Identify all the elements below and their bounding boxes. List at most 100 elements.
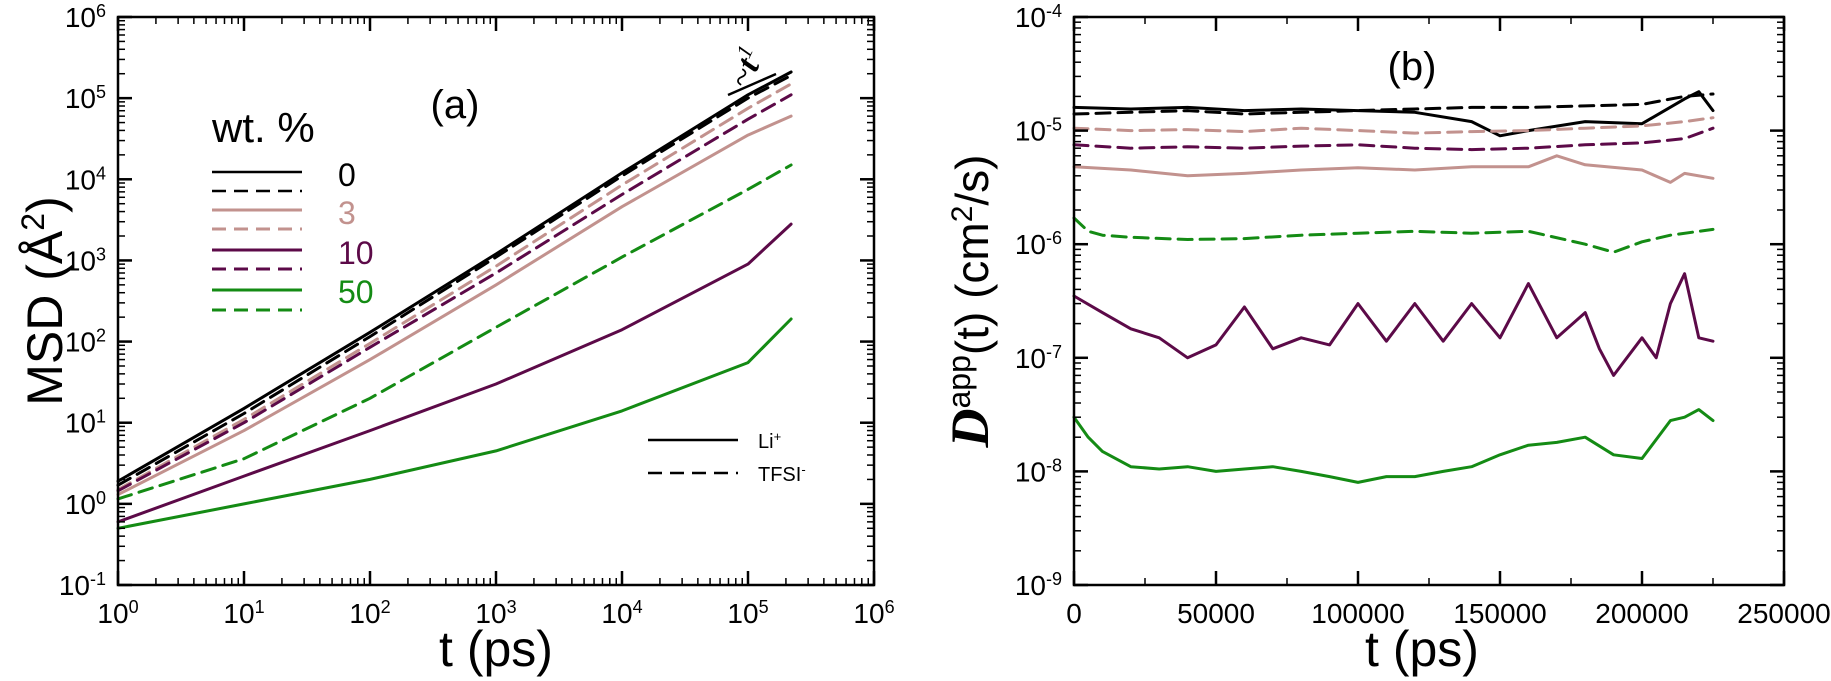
tick-exponent: 3 (96, 244, 106, 264)
tick-exponent: -1 (90, 569, 106, 589)
tick-exponent: 6 (885, 597, 895, 617)
species-legend-li-label: Li+ (758, 429, 781, 454)
panel-b-y-tick-label: 10-7 (1015, 342, 1062, 374)
tick-exponent: -8 (1046, 455, 1062, 475)
panel-a-series-0 (116, 70, 793, 483)
panel-a-y-tick-label: 100 (65, 488, 106, 520)
tick-exponent: 0 (96, 488, 106, 508)
panel-a-y-tick-label: 101 (65, 407, 106, 439)
tick-exponent: -4 (1046, 1, 1062, 21)
panel-b: 0 50000 100000 150000 200000 25000010-910-810… (940, 1, 1831, 677)
panel-b-y-tick-label: 10-9 (1015, 569, 1062, 601)
species-tfsi-charge: - (801, 462, 805, 477)
panel-a-x-tick-label: 101 (223, 597, 264, 629)
panel-a-y-label-close: ) (17, 196, 73, 213)
panel-a: 100 101 102 103 104 105 10610-1100101102103104… (15, 1, 895, 677)
panel-b-x-axis-label: t (ps) (1365, 621, 1479, 677)
panel-a-x-axis-label: t (ps) (439, 621, 553, 677)
tick-base: 10 (65, 245, 96, 276)
panel-b-y-label-rest: (t) (cm (946, 222, 998, 355)
panel-a-series-1 (116, 74, 793, 487)
panel-b-series-2 (1072, 154, 1715, 184)
species-tfsi-text: TFSI (758, 464, 801, 486)
tick-base: 10 (1015, 456, 1046, 487)
tick-base: 10 (1015, 570, 1046, 601)
panel-a-y-tick-label: 104 (65, 163, 106, 195)
panel-b-y-tick-label: 10-8 (1015, 455, 1062, 487)
species-li-charge: + (774, 429, 782, 444)
tick-base: 10 (853, 598, 884, 629)
panel-a-y-tick-label: 10-1 (59, 569, 106, 601)
panel-a-x-tick-label: 103 (475, 597, 516, 629)
tick-base: 10 (97, 598, 128, 629)
panel-b-y-tick-label: 10-6 (1015, 228, 1062, 260)
tick-base: 10 (65, 489, 96, 520)
panel-a-x-tick-label: 104 (601, 597, 642, 629)
legend-label-10: 10 (338, 235, 374, 271)
tick-base: 10 (1015, 116, 1046, 147)
tick-base: 10 (65, 83, 96, 114)
concentration-legend: wt. % 0 3 10 50 (211, 104, 374, 312)
panel-b-series-1 (1072, 92, 1715, 116)
panel-b-y-axis-label: Dapp(t) (cm2/s) (940, 154, 1000, 448)
panel-b-y-label-close: /s) (946, 154, 998, 205)
panel-b-series-group (1072, 90, 1715, 484)
panel-a-series-7 (116, 163, 793, 501)
species-li-text: Li (758, 431, 774, 453)
tick-base: 10 (59, 570, 90, 601)
species-legend: Li+ TFSI- (648, 429, 806, 487)
panel-b-y-label-symbol: D (940, 409, 1000, 449)
tick-exponent: 5 (759, 597, 769, 617)
tick-exponent: 6 (96, 1, 106, 21)
panel-b-x-tick-label: 100000 (1311, 598, 1404, 629)
tick-base: 10 (1015, 343, 1046, 374)
tick-exponent: 3 (507, 597, 517, 617)
tick-base: 10 (727, 598, 758, 629)
panel-b-series-6 (1072, 408, 1715, 484)
panel-a-series-2 (116, 114, 793, 497)
panel-a-label: (a) (431, 83, 480, 127)
panel-b-y-label-sup: app (941, 355, 977, 408)
tick-exponent: 0 (129, 597, 139, 617)
panel-b-x-tick-label: 150000 (1453, 598, 1546, 629)
tick-exponent: -5 (1046, 115, 1062, 135)
legend-label-3: 3 (338, 195, 356, 231)
panel-a-y-tick-label: 103 (65, 244, 106, 276)
tick-exponent: -9 (1046, 569, 1062, 589)
tick-exponent: 2 (381, 597, 391, 617)
panel-b-x-tick-label: 50000 (1177, 598, 1255, 629)
panel-a-x-tick-label: 102 (349, 597, 390, 629)
panel-b-series-5 (1072, 126, 1715, 152)
panel-a-x-tick-label: 105 (727, 597, 768, 629)
panel-a-x-tick-label: 100 (97, 597, 138, 629)
tick-base: 10 (65, 408, 96, 439)
tick-base: 10 (1015, 2, 1046, 33)
panel-a-x-tick-label: 106 (853, 597, 894, 629)
panel-b-series-3 (1072, 116, 1715, 135)
legend-label-50: 50 (338, 274, 374, 310)
panel-b-y-tick-label: 10-5 (1015, 115, 1062, 147)
panel-a-series-3 (116, 82, 793, 492)
panel-a-y-label-base: MSD ( (17, 264, 73, 406)
tick-base: 10 (65, 2, 96, 33)
panel-a-y-label-symbol: Å (17, 230, 73, 264)
panel-a-series-6 (116, 317, 793, 530)
panel-b-label: (b) (1388, 45, 1437, 89)
panel-b-series-0 (1072, 90, 1715, 138)
panel-a-y-tick-label: 102 (65, 326, 106, 358)
panel-b-y-tick-label: 10-4 (1015, 1, 1062, 33)
panel-b-x-tick-label: 200000 (1595, 598, 1688, 629)
tick-base: 10 (349, 598, 380, 629)
panel-b-series-4 (1072, 272, 1715, 377)
tick-exponent: 2 (96, 326, 106, 346)
panel-a-y-label-sup: 2 (15, 213, 51, 231)
panel-a-y-axis-label: MSD (Å2) (15, 196, 73, 405)
panel-a-series-4 (116, 222, 793, 524)
tick-exponent: -7 (1046, 342, 1062, 362)
tick-base: 10 (601, 598, 632, 629)
species-legend-tfsi-label: TFSI- (758, 462, 806, 487)
panel-b-series-7 (1072, 216, 1715, 254)
tick-base: 10 (223, 598, 254, 629)
panel-a-y-tick-label: 106 (65, 1, 106, 33)
